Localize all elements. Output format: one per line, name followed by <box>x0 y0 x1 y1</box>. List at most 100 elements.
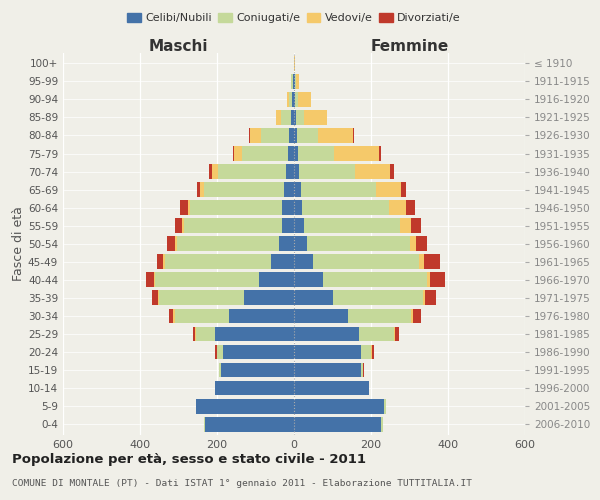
Bar <box>215 380 294 396</box>
Bar <box>196 398 294 413</box>
Bar <box>259 272 294 287</box>
Bar <box>293 74 294 89</box>
Bar <box>159 290 244 306</box>
Bar <box>294 236 307 251</box>
Bar <box>286 164 294 179</box>
Bar <box>169 308 173 324</box>
Bar <box>380 417 383 432</box>
Bar <box>294 146 298 161</box>
Bar <box>294 164 299 179</box>
Bar <box>295 92 298 107</box>
Bar <box>296 74 299 89</box>
Bar <box>284 182 294 197</box>
Bar <box>158 290 159 306</box>
Bar <box>371 344 372 360</box>
Bar <box>289 128 294 143</box>
Bar <box>295 74 296 89</box>
Text: Maschi: Maschi <box>149 40 208 54</box>
Bar <box>304 110 327 125</box>
Bar <box>283 218 294 233</box>
Bar <box>294 74 295 89</box>
Bar <box>430 272 445 287</box>
Bar <box>215 326 294 342</box>
Bar <box>294 110 296 125</box>
Bar <box>416 236 427 251</box>
Bar <box>195 326 196 342</box>
Bar <box>406 200 415 215</box>
Bar <box>379 146 380 161</box>
Bar <box>223 344 294 360</box>
Bar <box>221 362 294 378</box>
Bar <box>302 200 389 215</box>
Bar <box>281 110 292 125</box>
Bar <box>289 92 292 107</box>
Bar <box>212 164 218 179</box>
Bar <box>203 417 205 432</box>
Bar <box>219 362 221 378</box>
Bar <box>229 308 294 324</box>
Bar <box>298 146 334 161</box>
Bar <box>389 200 406 215</box>
Bar <box>188 200 190 215</box>
Bar <box>348 308 412 324</box>
Bar <box>276 110 281 125</box>
Bar <box>287 92 289 107</box>
Bar <box>184 218 283 233</box>
Bar <box>355 164 390 179</box>
Bar <box>412 218 421 233</box>
Bar <box>292 74 293 89</box>
Bar <box>244 290 294 306</box>
Bar <box>146 272 154 287</box>
Bar <box>425 290 436 306</box>
Bar <box>372 344 374 360</box>
Bar <box>154 272 155 287</box>
Bar <box>176 236 278 251</box>
Bar <box>181 200 188 215</box>
Y-axis label: Anni di nascita: Anni di nascita <box>597 200 600 288</box>
Bar <box>361 362 364 378</box>
Bar <box>157 254 163 269</box>
Bar <box>260 128 289 143</box>
Bar <box>165 254 271 269</box>
Legend: Celibi/Nubili, Coniugati/e, Vedovi/e, Divorziati/e: Celibi/Nubili, Coniugati/e, Vedovi/e, Di… <box>123 8 465 28</box>
Bar <box>242 146 288 161</box>
Bar <box>294 272 323 287</box>
Bar <box>249 128 250 143</box>
Bar <box>296 110 304 125</box>
Bar <box>193 326 195 342</box>
Bar <box>175 236 176 251</box>
Bar <box>294 56 295 70</box>
Bar <box>395 326 399 342</box>
Bar <box>235 146 242 161</box>
Bar <box>307 236 409 251</box>
Bar <box>334 146 379 161</box>
Bar <box>175 218 182 233</box>
Bar <box>294 200 302 215</box>
Bar <box>332 290 423 306</box>
Text: COMUNE DI MONTALE (PT) - Dati ISTAT 1° gennaio 2011 - Elaborazione TUTTITALIA.IT: COMUNE DI MONTALE (PT) - Dati ISTAT 1° g… <box>12 479 472 488</box>
Bar <box>294 326 359 342</box>
Bar <box>297 128 318 143</box>
Bar <box>215 344 217 360</box>
Bar <box>200 182 203 197</box>
Y-axis label: Fasce di età: Fasce di età <box>12 206 25 281</box>
Bar <box>294 128 297 143</box>
Bar <box>409 236 416 251</box>
Bar <box>390 164 394 179</box>
Bar <box>278 236 294 251</box>
Bar <box>294 362 361 378</box>
Bar <box>304 218 400 233</box>
Bar <box>190 200 283 215</box>
Bar <box>385 398 386 413</box>
Text: Femmine: Femmine <box>370 40 449 54</box>
Bar <box>400 218 412 233</box>
Bar <box>394 326 395 342</box>
Bar <box>427 272 430 287</box>
Bar <box>292 92 294 107</box>
Bar <box>401 182 406 197</box>
Bar <box>271 254 294 269</box>
Bar <box>292 110 294 125</box>
Bar <box>318 128 353 143</box>
Bar <box>283 200 294 215</box>
Bar <box>423 290 425 306</box>
